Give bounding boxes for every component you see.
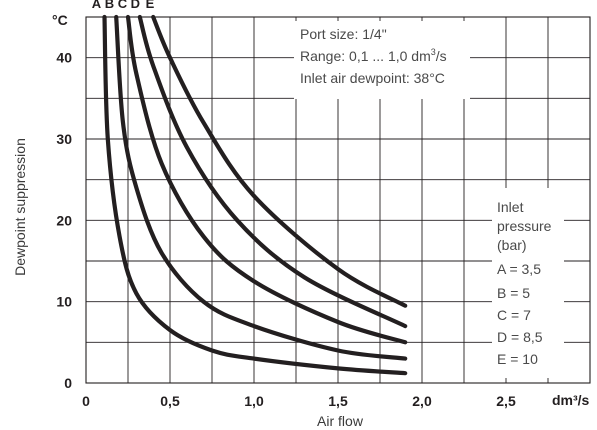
curve-e	[151, 14, 408, 308]
y-unit-label: °C	[52, 12, 68, 28]
legend-entry-a: A = 3,5	[497, 261, 541, 277]
y-tick-label: 0	[64, 375, 72, 391]
curves	[102, 14, 408, 376]
curve-label-d: D	[131, 0, 140, 11]
curve-label-e: E	[146, 0, 155, 11]
x-tick-label: 1,0	[244, 393, 264, 409]
legend-entry-d: D = 8,5	[497, 329, 543, 345]
info-range: Range: 0,1 ... 1,0 dm3/s	[300, 47, 447, 64]
legend-title-line-1: Inlet	[497, 199, 524, 215]
curve-label-a: A	[92, 0, 102, 11]
curve-a	[102, 14, 408, 376]
x-tick-label: 2,5	[496, 393, 516, 409]
x-tick-label: 0	[82, 393, 90, 409]
plot-frame	[85, 16, 591, 384]
y-tick-label: 20	[56, 212, 72, 228]
curve-d	[137, 14, 408, 329]
curve-label-c: C	[118, 0, 128, 11]
y-tick-label: 40	[56, 50, 72, 66]
y-axis-title: Dewpoint suppression	[12, 138, 28, 276]
legend-entry-b: B = 5	[497, 285, 530, 301]
x-tick-label: 1,5	[328, 393, 348, 409]
x-unit-label: dm³/s	[552, 392, 590, 408]
legend: Inlet pressure (bar) A = 3,5 B = 5 C = 7…	[492, 188, 564, 378]
x-tick-label: 0,5	[160, 393, 180, 409]
ticks: 0 0,5 1,0 1,5 2,0 2,5 0 10 20 30 40	[56, 50, 516, 409]
legend-title-line-3: (bar)	[497, 237, 527, 253]
info-inlet-dewpoint: Inlet air dewpoint: 38°C	[300, 70, 445, 86]
legend-entry-c: C = 7	[497, 307, 531, 323]
curve-label-b: B	[105, 0, 114, 11]
info-box: Port size: 1/4" Range: 0,1 ... 1,0 dm3/s…	[294, 21, 470, 99]
y-tick-label: 10	[56, 294, 72, 310]
legend-entry-e: E = 10	[497, 351, 538, 367]
legend-title-line-2: pressure	[497, 218, 552, 234]
x-tick-label: 2,0	[412, 393, 432, 409]
curve-b	[114, 14, 408, 361]
info-port-size: Port size: 1/4"	[300, 26, 387, 42]
curve-c	[125, 14, 408, 345]
y-tick-label: 30	[56, 131, 72, 147]
x-axis-title: Air flow	[317, 413, 364, 429]
